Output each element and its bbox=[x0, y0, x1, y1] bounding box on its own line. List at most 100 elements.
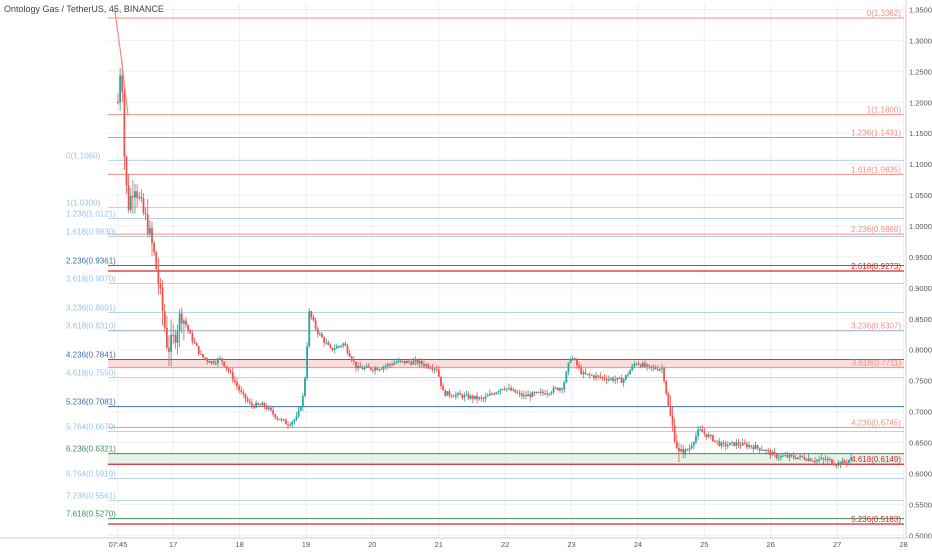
candle-body bbox=[129, 195, 132, 210]
candle-body bbox=[731, 442, 733, 444]
candle-body bbox=[714, 440, 716, 442]
candle-body bbox=[616, 377, 619, 380]
price-tick-label: 1.2500 bbox=[909, 67, 932, 76]
candle-body bbox=[501, 388, 504, 390]
candle-body bbox=[803, 456, 806, 460]
candle-body bbox=[299, 406, 302, 411]
candle-body bbox=[471, 395, 474, 399]
candle-body bbox=[478, 397, 481, 400]
time-tick-label: 17 bbox=[169, 540, 177, 549]
candle-body bbox=[631, 365, 634, 371]
candle-body bbox=[318, 333, 321, 335]
candle-body bbox=[459, 393, 461, 395]
candle-body bbox=[756, 445, 759, 448]
candle-body bbox=[474, 395, 476, 399]
candle-layer bbox=[117, 60, 852, 469]
time-tick-label: 07:45 bbox=[109, 540, 128, 549]
candle-body bbox=[726, 445, 729, 447]
candle-body bbox=[182, 320, 185, 324]
candle-body bbox=[195, 342, 198, 347]
time-tick-label: 22 bbox=[501, 540, 509, 549]
price-tick-label: 0.9500 bbox=[909, 253, 932, 262]
candle-body bbox=[482, 397, 485, 399]
candle-body bbox=[433, 368, 436, 370]
symbol-title: Ontology Gas / TetherUS, 45, BINANCE bbox=[4, 4, 164, 14]
candle-body bbox=[561, 388, 563, 390]
fib-level-label: 1.618(1.0835) bbox=[851, 165, 901, 174]
fib-level-label: 1.236(1.0121) bbox=[66, 210, 116, 219]
candle-body bbox=[267, 407, 270, 410]
candle-body bbox=[119, 75, 122, 103]
candle-body bbox=[329, 344, 332, 348]
price-tick-label: 1.3000 bbox=[909, 36, 932, 45]
candle-body bbox=[522, 394, 525, 397]
candle-body bbox=[716, 440, 719, 442]
time-tick-label: 18 bbox=[235, 540, 243, 549]
fib-level-label: 6.236(0.6321) bbox=[66, 445, 116, 454]
candle-body bbox=[554, 387, 557, 389]
candle-body bbox=[612, 378, 614, 381]
candle-body bbox=[221, 358, 224, 362]
candle-body bbox=[593, 375, 595, 378]
candle-body bbox=[270, 407, 272, 411]
candle-body bbox=[667, 393, 670, 406]
candle-body bbox=[321, 333, 323, 338]
candle-body bbox=[586, 373, 589, 375]
candle-body bbox=[316, 328, 319, 334]
candle-body bbox=[707, 434, 710, 437]
trend-line-layer bbox=[114, 9, 129, 115]
candle-body bbox=[170, 334, 173, 352]
candle-body bbox=[257, 402, 260, 405]
candle-body bbox=[673, 425, 676, 442]
candle-body bbox=[569, 359, 572, 363]
candle-body bbox=[499, 389, 502, 392]
candle-body bbox=[191, 333, 194, 342]
candle-body bbox=[624, 374, 627, 380]
candle-body bbox=[601, 377, 604, 379]
candle-body bbox=[841, 460, 844, 465]
candle-body bbox=[688, 448, 691, 450]
candle-body bbox=[244, 393, 247, 400]
candle-body bbox=[312, 317, 315, 321]
candle-body bbox=[784, 455, 787, 457]
candle-body bbox=[839, 462, 842, 465]
candle-body bbox=[344, 343, 347, 346]
candle-body bbox=[567, 362, 570, 372]
candle-body bbox=[580, 367, 583, 374]
time-tick-label: 28 bbox=[899, 540, 907, 549]
candle-body bbox=[476, 395, 478, 400]
candle-body bbox=[514, 389, 517, 393]
candle-body bbox=[703, 432, 706, 434]
candle-body bbox=[291, 421, 294, 425]
fib-level-label: 4.236(0.6745) bbox=[851, 418, 901, 427]
candle-body bbox=[278, 419, 281, 421]
time-axis[interactable]: 07:45 17 18 19 20 21 22 23 24 25 26 27 28 bbox=[0, 537, 932, 549]
candle-body bbox=[671, 415, 674, 426]
candle-body bbox=[214, 363, 217, 365]
candle-body bbox=[573, 358, 576, 361]
candle-body bbox=[227, 368, 230, 372]
time-tick-label: 19 bbox=[302, 540, 310, 549]
candle-body bbox=[287, 424, 289, 426]
candle-body bbox=[452, 396, 455, 398]
candle-body bbox=[516, 392, 519, 394]
price-tick-label: 0.7000 bbox=[909, 408, 932, 417]
candle-body bbox=[644, 363, 646, 367]
fib-level-label: 2.236(0.9361) bbox=[66, 257, 116, 266]
candle-body bbox=[661, 368, 663, 370]
candle-body bbox=[503, 388, 506, 390]
candle-body bbox=[678, 448, 680, 452]
price-axis[interactable]: 1.3500 1.3000 1.2500 1.2000 1.1500 1.1000 1.05… bbox=[905, 0, 932, 540]
candle-body bbox=[250, 402, 253, 406]
candle-body bbox=[225, 366, 228, 369]
candle-body bbox=[505, 388, 508, 390]
candle-body bbox=[263, 403, 266, 407]
candle-body bbox=[607, 378, 610, 381]
candle-body bbox=[826, 458, 829, 461]
candle-body bbox=[465, 394, 468, 396]
candle-body bbox=[837, 462, 840, 466]
candle-body bbox=[155, 252, 158, 270]
candle-body bbox=[584, 372, 587, 375]
candle-body bbox=[488, 393, 491, 396]
